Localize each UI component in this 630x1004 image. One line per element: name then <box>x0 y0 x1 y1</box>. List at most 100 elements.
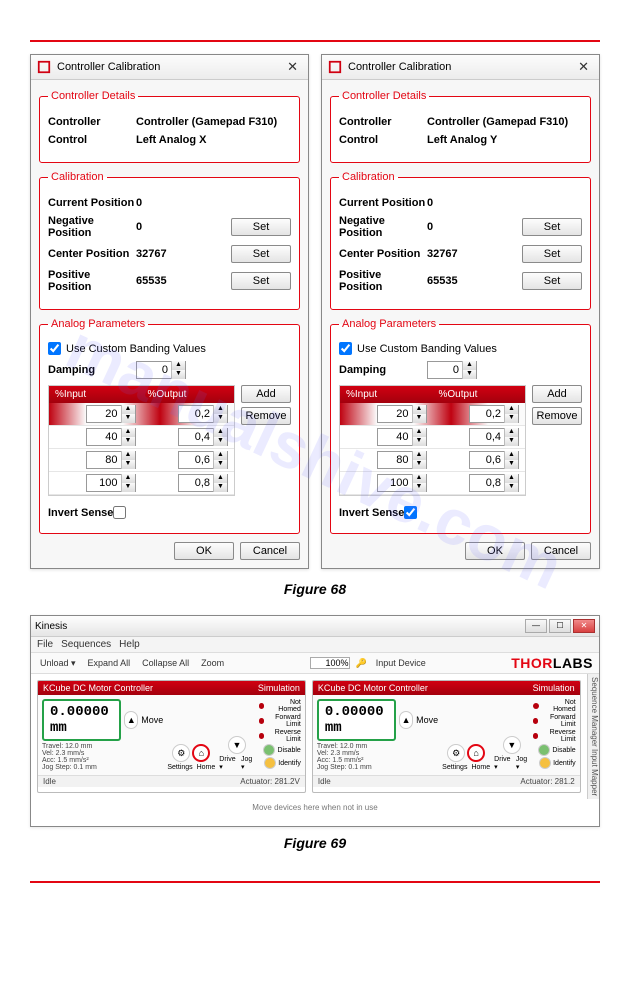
table-row[interactable]: 80▲▼ 0,6▲▼ <box>49 449 234 472</box>
calibration-legend: Calibration <box>339 171 398 183</box>
spinner[interactable]: 0,4▲▼ <box>469 428 519 446</box>
use-custom-checkbox[interactable] <box>339 342 352 355</box>
disable-icon[interactable] <box>263 744 275 756</box>
tb-input-device[interactable]: Input Device <box>373 656 429 670</box>
table-row[interactable]: 100▲▼ 0,8▲▼ <box>340 472 525 495</box>
control-label: Control <box>48 134 136 146</box>
col-input: %Input <box>49 386 142 403</box>
control-value: Left Analog Y <box>427 134 582 146</box>
set-center-button[interactable]: Set <box>231 245 291 263</box>
ok-button[interactable]: OK <box>174 542 234 560</box>
disable-icon[interactable] <box>538 744 550 756</box>
drive-drop[interactable]: Drive ▾ <box>494 756 512 771</box>
actuator-status: Actuator: 281.2 <box>520 777 574 786</box>
toolbar: Unload ▾ Expand All Collapse All Zoom 🔑 … <box>31 653 599 674</box>
controller-value: Controller (Gamepad F310) <box>427 116 582 128</box>
position-readout: 0.00000 mm <box>42 699 121 741</box>
table-row[interactable]: 40▲▼ 0,4▲▼ <box>49 426 234 449</box>
home-icon[interactable]: ⌂ <box>192 744 210 762</box>
use-custom-checkbox[interactable] <box>48 342 61 355</box>
cancel-button[interactable]: Cancel <box>531 542 591 560</box>
settings-icon[interactable]: ⚙ <box>447 744 465 762</box>
tb-unload[interactable]: Unload ▾ <box>37 656 79 671</box>
spinner[interactable]: 20▲▼ <box>86 405 136 423</box>
menu-sequences[interactable]: Sequences <box>61 639 111 650</box>
table-row[interactable]: 20▲▼ 0,2▲▼ <box>49 403 234 426</box>
settings-icon[interactable]: ⚙ <box>172 744 190 762</box>
spinner[interactable]: 0▲▼ <box>136 361 186 379</box>
tb-zoom[interactable]: Zoom <box>198 656 227 670</box>
spinner[interactable]: 0,6▲▼ <box>469 451 519 469</box>
spinner[interactable]: 0,2▲▼ <box>469 405 519 423</box>
add-button[interactable]: Add <box>532 385 582 403</box>
center-pos-value: 32767 <box>136 248 231 260</box>
move-label: Move <box>416 715 438 725</box>
set-positive-button[interactable]: Set <box>522 272 582 290</box>
spinner[interactable]: 0,2▲▼ <box>178 405 228 423</box>
identify-icon[interactable] <box>264 757 276 769</box>
spinner[interactable]: 0,8▲▼ <box>469 474 519 492</box>
add-button[interactable]: Add <box>241 385 291 403</box>
spinner[interactable]: 40▲▼ <box>377 428 427 446</box>
close-icon[interactable]: ✕ <box>574 59 593 75</box>
menubar[interactable]: File Sequences Help <box>31 637 599 653</box>
home-icon[interactable]: ⌂ <box>467 744 485 762</box>
zoom-input[interactable] <box>310 657 350 669</box>
identify-icon[interactable] <box>539 757 551 769</box>
tb-collapse-all[interactable]: Collapse All <box>139 656 192 670</box>
jog-drop[interactable]: Jog ▾ <box>241 756 255 771</box>
menu-help[interactable]: Help <box>119 639 140 650</box>
spinner[interactable]: 0,8▲▼ <box>178 474 228 492</box>
invert-checkbox[interactable] <box>113 506 126 519</box>
set-positive-button[interactable]: Set <box>231 272 291 290</box>
ok-button[interactable]: OK <box>465 542 525 560</box>
positive-pos-label: Positive Position <box>339 269 427 293</box>
damping-label: Damping <box>48 364 136 376</box>
window-buttons[interactable]: —☐✕ <box>525 619 595 633</box>
set-negative-button[interactable]: Set <box>522 218 582 236</box>
move-up-icon[interactable]: ▲ <box>124 711 138 729</box>
remove-button[interactable]: Remove <box>532 407 582 425</box>
bottom-rule <box>30 881 600 883</box>
current-pos-label: Current Position <box>48 197 136 209</box>
calibration-group: Calibration Current Position0 Negative P… <box>39 171 300 310</box>
invert-checkbox[interactable] <box>404 506 417 519</box>
table-row[interactable]: 100▲▼ 0,8▲▼ <box>49 472 234 495</box>
move-down-icon[interactable]: ▼ <box>228 736 246 754</box>
spinner[interactable]: 100▲▼ <box>377 474 427 492</box>
jog-drop[interactable]: Jog ▾ <box>516 756 530 771</box>
dialog-icon <box>328 60 342 74</box>
dock-message: Move devices here when not in use <box>31 799 599 826</box>
close-icon[interactable]: ✕ <box>283 59 302 75</box>
spinner[interactable]: 0,4▲▼ <box>178 428 228 446</box>
table-row[interactable]: 20▲▼ 0,2▲▼ <box>340 403 525 426</box>
menu-file[interactable]: File <box>37 639 53 650</box>
move-down-icon[interactable]: ▼ <box>503 736 521 754</box>
move-up-icon[interactable]: ▲ <box>399 711 413 729</box>
figure-68-caption: Figure 68 <box>30 581 600 597</box>
spinner[interactable]: 80▲▼ <box>377 451 427 469</box>
spinner[interactable]: 100▲▼ <box>86 474 136 492</box>
set-negative-button[interactable]: Set <box>231 218 291 236</box>
dialog-title: Controller Calibration <box>348 61 574 73</box>
table-row[interactable]: 80▲▼ 0,6▲▼ <box>340 449 525 472</box>
dialog-icon <box>37 60 51 74</box>
analog-legend: Analog Parameters <box>48 318 148 330</box>
table-row[interactable]: 40▲▼ 0,4▲▼ <box>340 426 525 449</box>
cancel-button[interactable]: Cancel <box>240 542 300 560</box>
invert-label: Invert Sense <box>48 507 113 519</box>
spinner[interactable]: 80▲▼ <box>86 451 136 469</box>
invert-label: Invert Sense <box>339 507 404 519</box>
remove-button[interactable]: Remove <box>241 407 291 425</box>
drive-drop[interactable]: Drive ▾ <box>219 756 237 771</box>
banding-table: %Input%Output 20▲▼0,2▲▼40▲▼0,4▲▼80▲▼0,6▲… <box>339 385 526 496</box>
side-tabs[interactable]: Sequence Manager Input Mapper <box>587 674 599 799</box>
controller-label: Controller <box>48 116 136 128</box>
details-legend: Controller Details <box>339 90 429 102</box>
tb-expand-all[interactable]: Expand All <box>85 656 134 670</box>
spinner[interactable]: 40▲▼ <box>86 428 136 446</box>
spinner[interactable]: 0▲▼ <box>427 361 477 379</box>
spinner[interactable]: 0,6▲▼ <box>178 451 228 469</box>
spinner[interactable]: 20▲▼ <box>377 405 427 423</box>
set-center-button[interactable]: Set <box>522 245 582 263</box>
